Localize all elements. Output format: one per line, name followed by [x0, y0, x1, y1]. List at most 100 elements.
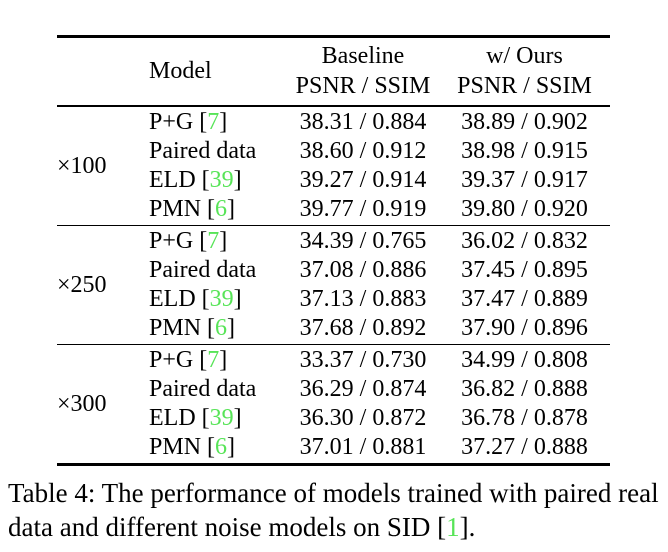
model-cell: Paired data — [149, 375, 287, 404]
citation-bracket: [ — [201, 196, 216, 222]
model-name: PMN — [149, 315, 202, 341]
baseline-value: 38.31 / 0.884 — [299, 109, 427, 135]
citation-link[interactable]: 7 — [207, 109, 220, 135]
citation-bracket: [ — [193, 347, 208, 373]
column-header-baseline: Baseline PSNR / SSIM — [287, 37, 439, 107]
citation-bracket: [ — [201, 434, 216, 460]
table-row: PMN [6] 37.01 / 0.881 37.27 / 0.888 — [57, 433, 610, 465]
ours-value: 39.37 / 0.917 — [461, 167, 588, 193]
baseline-value: 38.60 / 0.912 — [299, 138, 427, 164]
model-cell: PMN [6] — [149, 314, 287, 345]
header-cell-empty — [57, 37, 149, 107]
baseline-value: 37.68 / 0.892 — [299, 315, 427, 341]
citation-bracket: [ — [195, 167, 210, 193]
model-cell: P+G [7] — [149, 345, 287, 376]
model-cell: ELD [39] — [149, 166, 287, 195]
ours-value: 39.80 / 0.920 — [461, 196, 588, 222]
citation-bracket: ] — [233, 286, 242, 312]
caption-text: data and different noise models on SID [ — [8, 512, 447, 542]
citation-bracket: ] — [233, 405, 242, 431]
ours-value: 36.78 / 0.878 — [461, 405, 588, 431]
table-row: Paired data 37.08 / 0.886 37.45 / 0.895 — [57, 256, 610, 285]
citation-bracket: ] — [219, 228, 228, 254]
citation-bracket: ] — [227, 434, 236, 460]
citation-bracket: ] — [227, 196, 236, 222]
ours-value: 37.27 / 0.888 — [461, 434, 588, 460]
citation-link[interactable]: 7 — [207, 347, 220, 373]
group-x300: ×300 P+G [7] 33.37 / 0.730 34.99 / 0.808… — [57, 345, 610, 465]
baseline-value: 39.27 / 0.914 — [299, 167, 427, 193]
table-row: ELD [39] 36.30 / 0.872 36.78 / 0.878 — [57, 404, 610, 433]
baseline-value: 39.77 / 0.919 — [299, 196, 427, 222]
table-row: ×250 P+G [7] 34.39 / 0.765 36.02 / 0.832 — [57, 226, 610, 298]
column-header-ours: w/ Ours PSNR / SSIM — [439, 37, 610, 107]
model-cell: ELD [39] — [149, 285, 287, 314]
results-table: Model Baseline PSNR / SSIM w/ Ours PSNR … — [57, 35, 610, 466]
table-header: Model Baseline PSNR / SSIM w/ Ours PSNR … — [57, 37, 610, 107]
model-name: Paired data — [149, 138, 257, 164]
citation-bracket: ] — [227, 315, 236, 341]
model-name: P+G — [149, 109, 194, 135]
citation-bracket: [ — [201, 315, 216, 341]
model-name: Paired data — [149, 376, 257, 402]
baseline-value: 33.37 / 0.730 — [299, 347, 427, 373]
table-row: ELD [39] 39.27 / 0.914 39.37 / 0.917 — [57, 166, 610, 195]
model-name: ELD — [149, 167, 196, 193]
ours-value: 38.89 / 0.902 — [461, 109, 588, 135]
baseline-value: 37.08 / 0.886 — [299, 257, 427, 283]
model-name: PMN — [149, 196, 202, 222]
citation-bracket: [ — [193, 109, 208, 135]
ours-value: 38.98 / 0.915 — [461, 138, 588, 164]
ours-value: 36.82 / 0.888 — [461, 376, 588, 402]
citation-link[interactable]: 1 — [446, 512, 460, 542]
column-header-baseline-metrics: PSNR / SSIM — [295, 73, 431, 99]
citation-link[interactable]: 6 — [215, 315, 228, 341]
citation-link[interactable]: 6 — [215, 434, 228, 460]
column-header-ours-title: w/ Ours — [486, 43, 563, 69]
ratio-label-x300: ×300 — [57, 391, 107, 417]
baseline-value: 36.29 / 0.874 — [299, 376, 427, 402]
model-name: P+G — [149, 347, 194, 373]
model-cell: Paired data — [149, 137, 287, 166]
column-header-model: Model — [149, 58, 212, 84]
citation-bracket: ] — [219, 109, 228, 135]
ratio-label-x250: ×250 — [57, 272, 107, 298]
model-name: P+G — [149, 228, 194, 254]
caption-text: ]. — [459, 512, 476, 542]
table-row: Paired data 38.60 / 0.912 38.98 / 0.915 — [57, 137, 610, 166]
header-row: Model Baseline PSNR / SSIM w/ Ours PSNR … — [57, 37, 610, 107]
table-row: PMN [6] 37.68 / 0.892 37.90 / 0.896 — [57, 314, 610, 345]
baseline-value: 36.30 / 0.872 — [299, 405, 427, 431]
table-caption: Table 4: The performance of models train… — [8, 476, 662, 544]
model-cell: PMN [6] — [149, 433, 287, 465]
baseline-value: 34.39 / 0.765 — [299, 228, 427, 254]
model-name: ELD — [149, 286, 196, 312]
ours-value: 37.90 / 0.896 — [461, 315, 588, 341]
ours-value: 36.02 / 0.832 — [461, 228, 588, 254]
citation-link[interactable]: 6 — [215, 196, 228, 222]
table-row: ×300 P+G [7] 33.37 / 0.730 34.99 / 0.808 — [57, 345, 610, 417]
ours-value: 37.45 / 0.895 — [461, 257, 588, 283]
citation-bracket: [ — [195, 286, 210, 312]
group-x250: ×250 P+G [7] 34.39 / 0.765 36.02 / 0.832… — [57, 226, 610, 345]
table-row: Paired data 36.29 / 0.874 36.82 / 0.888 — [57, 375, 610, 404]
citation-bracket: [ — [195, 405, 210, 431]
model-cell: P+G [7] — [149, 226, 287, 257]
citation-link[interactable]: 7 — [207, 228, 220, 254]
table-row: PMN [6] 39.77 / 0.919 39.80 / 0.920 — [57, 195, 610, 226]
model-name: ELD — [149, 405, 196, 431]
model-cell: P+G [7] — [149, 106, 287, 137]
citation-link[interactable]: 39 — [209, 167, 234, 193]
group-x100: ×100 P+G [7] 38.31 / 0.884 38.89 / 0.902… — [57, 106, 610, 226]
model-name: PMN — [149, 434, 202, 460]
citation-link[interactable]: 39 — [209, 286, 234, 312]
citation-bracket: ] — [219, 347, 228, 373]
caption-line-1: Table 4: The performance of models train… — [8, 478, 659, 508]
caption-line-2: data and different noise models on SID [… — [8, 510, 662, 544]
column-header-ours-metrics: PSNR / SSIM — [457, 73, 592, 99]
model-name: Paired data — [149, 257, 257, 283]
citation-link[interactable]: 39 — [209, 405, 234, 431]
citation-bracket: ] — [233, 167, 242, 193]
model-cell: ELD [39] — [149, 404, 287, 433]
